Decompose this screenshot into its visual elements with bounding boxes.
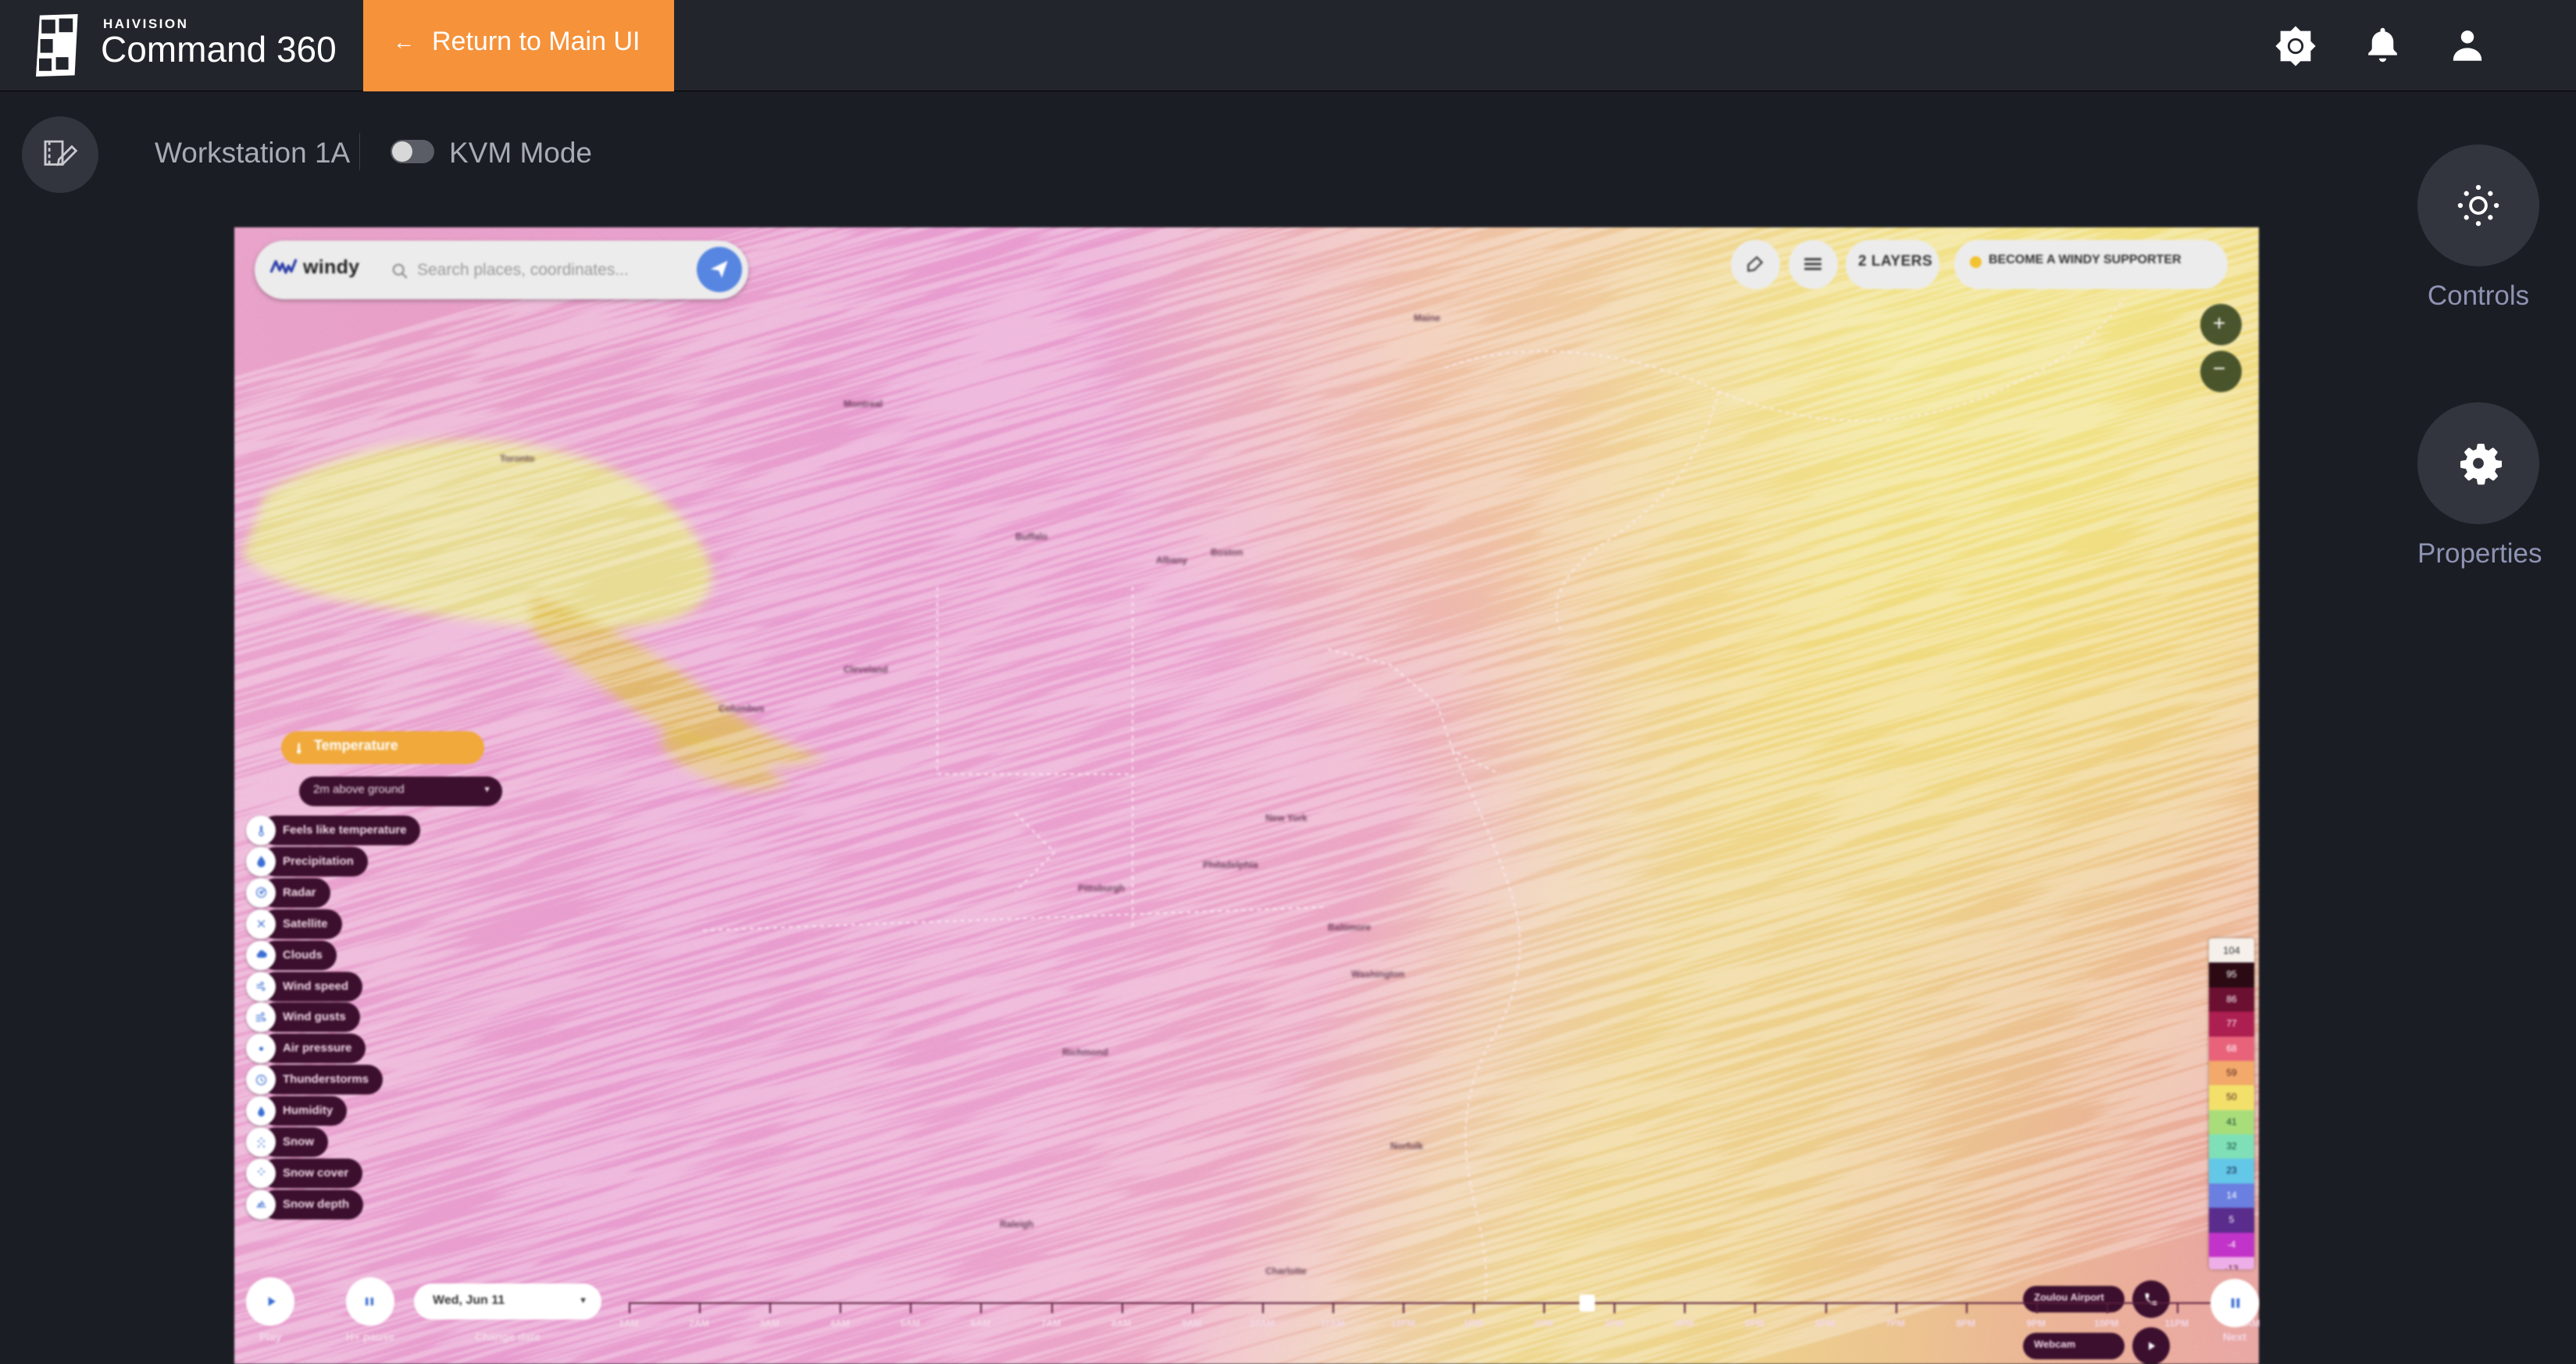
svg-text:Charlotte: Charlotte: [1265, 1266, 1307, 1277]
svg-text:Raleigh: Raleigh: [1000, 1219, 1033, 1230]
svg-text:Montreal: Montreal: [844, 398, 883, 409]
svg-text:Pittsburgh: Pittsburgh: [1078, 883, 1125, 894]
svg-text:New York: New York: [1265, 812, 1308, 823]
svg-text:Philadelphia: Philadelphia: [1203, 859, 1258, 870]
svg-text:Richmond: Richmond: [1062, 1047, 1108, 1058]
svg-text:Columbus: Columbus: [719, 703, 765, 714]
svg-text:Norfolk: Norfolk: [1390, 1141, 1423, 1152]
svg-text:Albany: Albany: [1156, 555, 1187, 566]
svg-text:Baltimore: Baltimore: [1328, 922, 1372, 933]
svg-text:Cleveland: Cleveland: [844, 664, 888, 675]
svg-text:Maine: Maine: [1414, 312, 1440, 323]
svg-text:Buffalo: Buffalo: [1015, 531, 1047, 542]
svg-text:Boston: Boston: [1211, 547, 1243, 558]
svg-text:Toronto: Toronto: [500, 453, 534, 464]
svg-text:Washington: Washington: [1351, 969, 1404, 980]
